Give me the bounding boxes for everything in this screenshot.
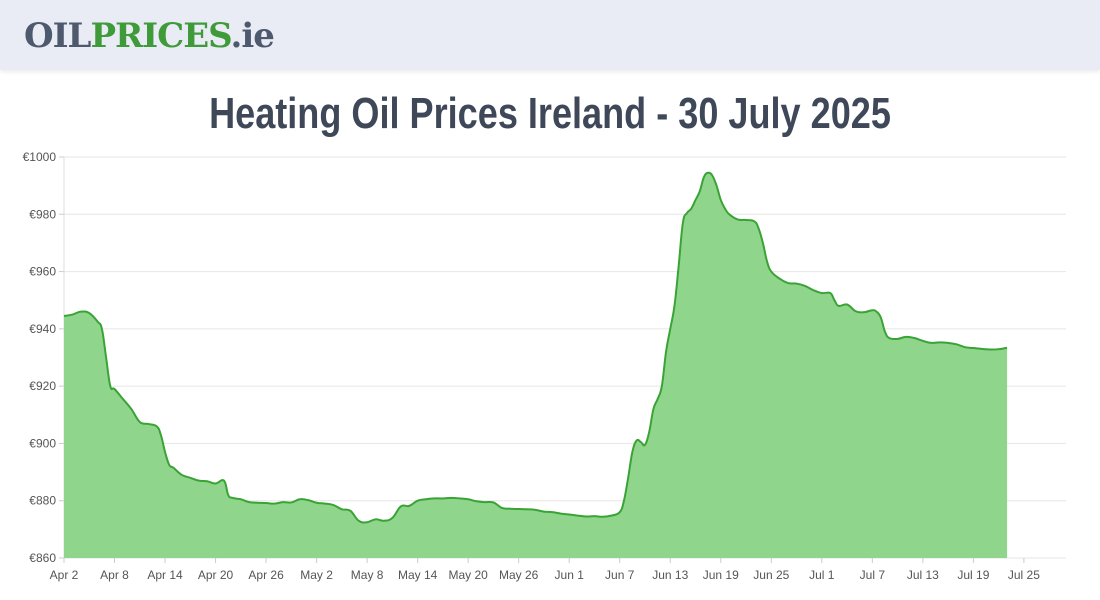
x-tick-label: Jun 25 (753, 568, 789, 582)
x-tick-label: Jun 19 (703, 568, 739, 582)
x-tick-label: May 8 (351, 568, 384, 582)
x-axis-ticks: Apr 2 Apr 8 Apr 14 Apr 20 Apr 26 May 2 May 8 Ma… (50, 568, 1041, 582)
y-tick-label: €980 (29, 207, 56, 221)
x-tick-label: May 14 (398, 568, 438, 582)
x-tick-label: Apr 26 (248, 568, 284, 582)
x-tick-label: Jun 1 (555, 568, 585, 582)
x-tick-label: May 26 (499, 568, 539, 582)
x-tick-label: Apr 8 (100, 568, 129, 582)
y-tick-label: €920 (29, 379, 56, 393)
price-line (63, 171, 1008, 524)
page-title: Heating Oil Prices Ireland - 30 July 202… (209, 89, 891, 138)
price-area-fill (64, 172, 1008, 558)
logo-text-prices: PRICES (90, 16, 231, 56)
y-tick-label: €860 (29, 551, 56, 565)
x-tick-label: Jul 19 (957, 568, 989, 582)
y-tick-label: €960 (29, 265, 56, 279)
x-tick-label: Jun 13 (652, 568, 688, 582)
y-tick-label: €1000 (23, 150, 57, 164)
y-tick-label: €880 (29, 494, 56, 508)
y-tick-label: €940 (29, 322, 56, 336)
x-tick-label: May 20 (448, 568, 488, 582)
y-axis-ticks: €860 €880 €900 €920 €940 €960 €980 €1000 (23, 150, 57, 565)
x-tick-label: Jul 1 (809, 568, 835, 582)
x-tick-label: Apr 20 (198, 568, 234, 582)
logo-text-oil: OIL (24, 16, 91, 56)
x-tick-label: Jul 13 (907, 568, 939, 582)
x-tick-label: May 2 (300, 568, 333, 582)
site-logo[interactable]: OILPRICES.ie (24, 14, 275, 58)
logo-text-domain: .ie (230, 16, 274, 56)
x-tick-label: Jul 25 (1008, 568, 1040, 582)
y-tick-label: €900 (29, 436, 56, 450)
x-tick-label: Jul 7 (860, 568, 886, 582)
x-tick-label: Apr 2 (50, 568, 79, 582)
site-header: OILPRICES.ie (0, 0, 1100, 70)
x-tick-label: Jun 7 (605, 568, 635, 582)
x-tick-label: Apr 14 (147, 568, 183, 582)
